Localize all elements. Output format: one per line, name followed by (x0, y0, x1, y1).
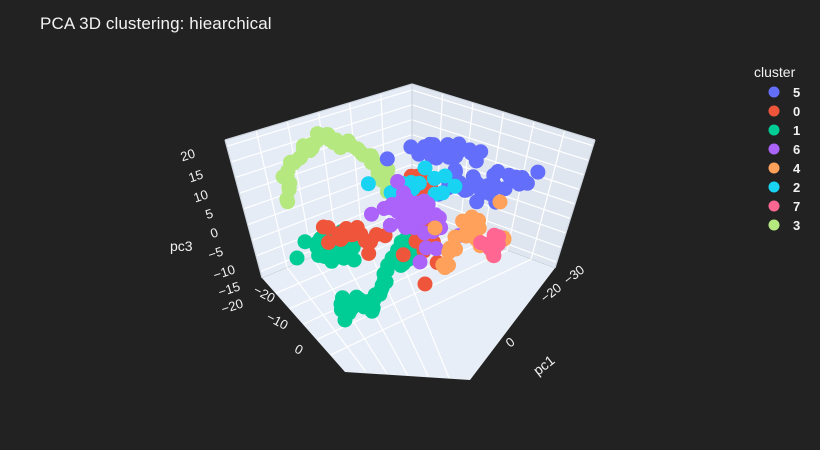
legend-marker (768, 200, 780, 212)
legend-label: 3 (793, 218, 800, 233)
z-tick-label: −20 (219, 296, 245, 317)
legend-label: 7 (793, 199, 800, 214)
legend-item-6[interactable]: 6 (768, 142, 801, 157)
series-6 (364, 174, 467, 270)
legend-marker (768, 181, 780, 193)
point-cluster-5 (469, 194, 485, 210)
point-cluster-0 (331, 226, 347, 242)
x-axis-label: pc1 (530, 352, 558, 379)
point-cluster-6 (418, 240, 434, 256)
legend-item-5[interactable]: 5 (768, 85, 801, 100)
legend-label: 1 (793, 123, 800, 138)
legend-item-1[interactable]: 1 (768, 123, 801, 138)
legend-label: 0 (793, 104, 800, 119)
z-tick-label: −10 (211, 262, 237, 283)
point-cluster-7 (484, 234, 500, 250)
point-cluster-6 (407, 200, 423, 216)
point-cluster-2 (411, 175, 427, 191)
point-cluster-6 (382, 217, 398, 233)
legend-marker (768, 86, 780, 98)
point-cluster-6 (364, 206, 379, 222)
z-tick-label: −5 (206, 244, 225, 263)
point-cluster-1 (289, 250, 305, 266)
point-cluster-4 (448, 241, 463, 257)
point-cluster-5 (462, 142, 478, 158)
scatter-points (275, 126, 546, 328)
legend-label: 4 (793, 161, 801, 176)
x-tick-label: −30 (561, 262, 588, 287)
point-cluster-0 (395, 247, 411, 263)
point-cluster-0 (361, 246, 377, 261)
point-cluster-5 (511, 176, 527, 192)
series-1 (289, 224, 424, 328)
legend-marker (768, 162, 780, 174)
y-tick-label: 0 (292, 341, 305, 358)
legend-item-0[interactable]: 0 (768, 104, 801, 119)
z-tick-label: 10 (192, 187, 210, 206)
series-7 (473, 227, 507, 264)
legend-marker (768, 219, 780, 231)
point-cluster-4 (492, 194, 508, 210)
point-cluster-1 (297, 234, 313, 250)
legend-label: 2 (793, 180, 800, 195)
point-cluster-5 (473, 144, 489, 160)
legend-item-7[interactable]: 7 (768, 199, 801, 214)
y-tick-label: −10 (264, 309, 291, 333)
legend-title: cluster (754, 64, 796, 80)
point-cluster-5 (486, 167, 502, 183)
point-cluster-5 (411, 146, 427, 162)
legend-marker (768, 143, 780, 155)
point-cluster-1 (338, 306, 353, 322)
z-axis-label: pc3 (170, 238, 193, 254)
point-cluster-0 (417, 276, 433, 292)
point-cluster-2 (447, 178, 463, 194)
point-cluster-0 (353, 226, 369, 242)
point-cluster-6 (412, 254, 428, 270)
point-cluster-7 (486, 248, 502, 264)
legend-item-2[interactable]: 2 (768, 180, 801, 195)
point-cluster-5 (379, 151, 395, 167)
point-cluster-1 (393, 234, 409, 250)
point-cluster-2 (383, 185, 399, 201)
point-cluster-5 (465, 177, 480, 193)
series-4 (427, 194, 512, 276)
point-cluster-4 (437, 260, 453, 276)
z-tick-label: 5 (203, 206, 215, 223)
point-cluster-6 (390, 174, 406, 189)
z-tick-label: 20 (179, 146, 197, 165)
legend-marker (768, 105, 780, 117)
z-tick-label: 0 (208, 225, 220, 242)
point-cluster-5 (530, 164, 546, 180)
point-cluster-5 (443, 147, 459, 163)
chart-title: PCA 3D clustering: hiearchical (40, 14, 272, 33)
z-tick-label: −15 (216, 279, 242, 300)
z-tick-label: 15 (187, 167, 205, 186)
point-cluster-6 (389, 203, 405, 219)
point-cluster-0 (321, 235, 336, 250)
legend-marker (768, 124, 780, 136)
point-cluster-4 (427, 220, 443, 236)
x-tick-label: 0 (503, 334, 518, 350)
point-cluster-7 (473, 235, 489, 251)
legend-label: 5 (793, 85, 800, 100)
point-cluster-1 (324, 253, 340, 269)
legend-item-4[interactable]: 4 (768, 161, 802, 176)
point-cluster-1 (311, 247, 327, 263)
point-cluster-5 (422, 136, 438, 152)
point-cluster-2 (417, 160, 433, 176)
point-cluster-2 (360, 176, 376, 192)
point-cluster-4 (447, 229, 463, 245)
point-cluster-2 (437, 168, 453, 184)
legend-item-3[interactable]: 3 (768, 218, 801, 233)
point-cluster-6 (376, 201, 392, 216)
legend[interactable]: cluster 5 0 1 6 4 2 7 3 (754, 64, 801, 233)
point-cluster-4 (455, 213, 471, 229)
legend-label: 6 (793, 142, 800, 157)
